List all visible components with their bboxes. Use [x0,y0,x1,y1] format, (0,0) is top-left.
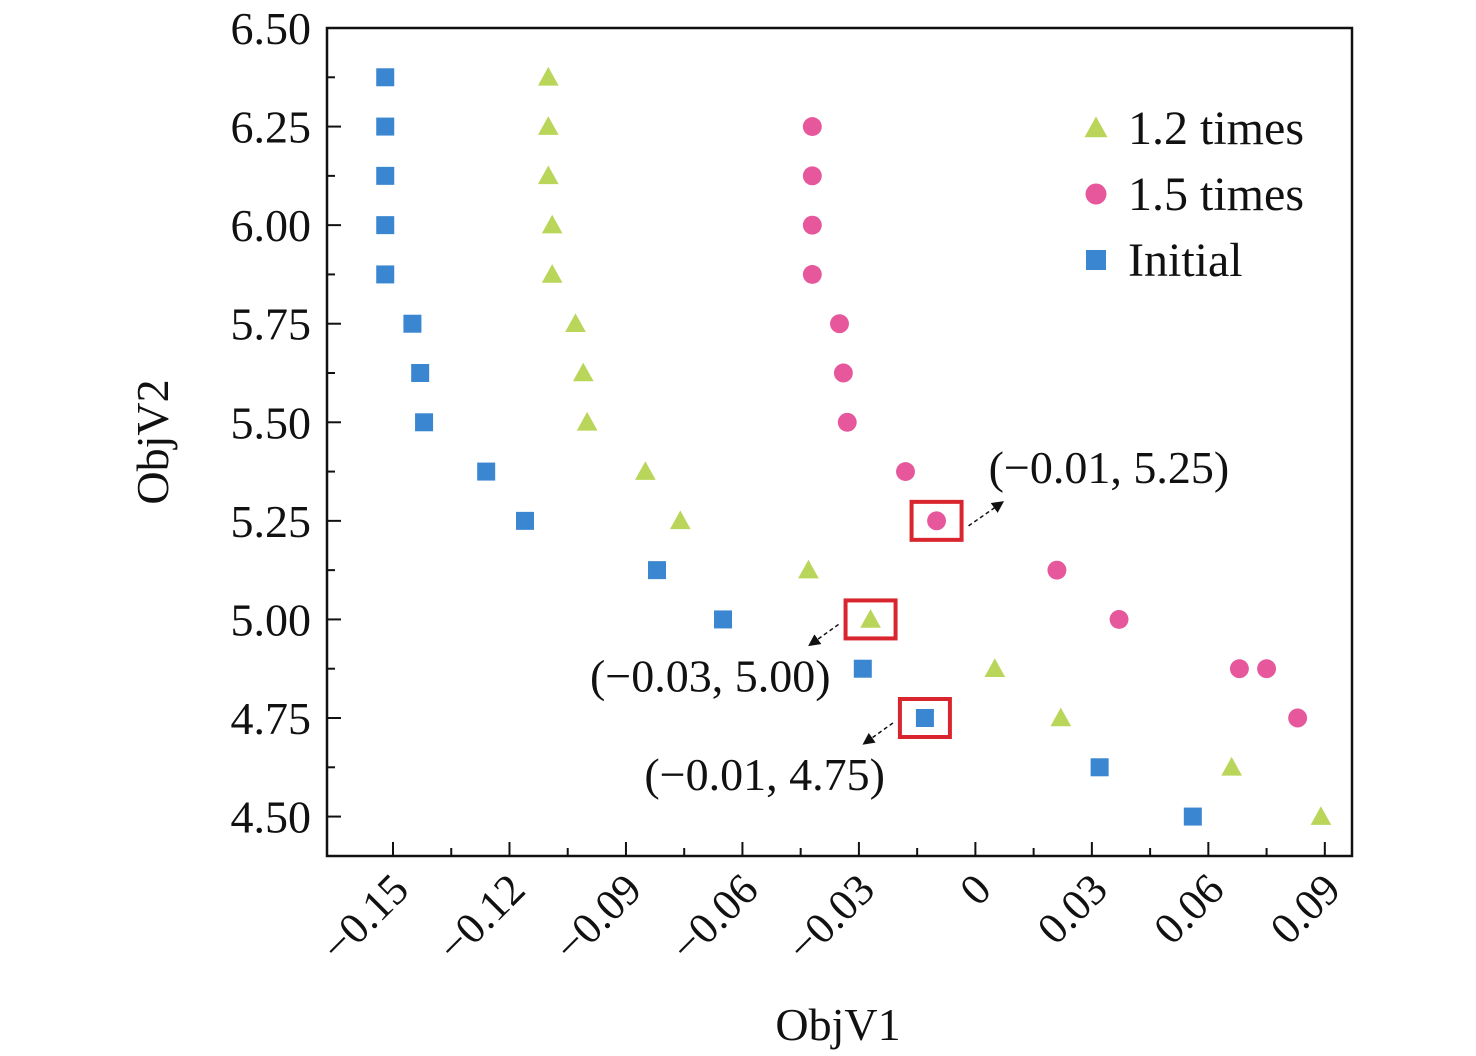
triangle-point [1050,707,1072,727]
circle-point [802,166,822,186]
annotation-arrow [968,501,1005,527]
triangle-point [537,165,559,185]
square-point [714,610,733,629]
legend-marker [1086,250,1106,270]
legend-label: 1.5 times [1128,168,1304,221]
annotation-arrow [862,722,894,745]
y-tick-label: 6.50 [231,3,312,54]
square-point [1183,807,1202,826]
square-point [415,413,434,432]
square-point [648,561,667,580]
x-tick-label: 0 [950,864,1000,914]
x-tick-label: −0.06 [661,864,768,971]
y-tick-label: 4.50 [231,792,312,843]
annotation-label: (−0.01, 4.75) [644,749,885,800]
triangle-point [541,214,563,234]
y-tick-label: 5.50 [231,397,312,448]
triangle-point [572,362,594,382]
circle-point [1288,708,1308,728]
triangle-point [565,313,586,332]
triangle-point [798,559,819,579]
series-circle [802,117,1308,728]
x-tick-label: −0.12 [428,864,535,971]
square-point [1090,758,1109,777]
triangle-point [541,264,563,283]
square-point [915,709,934,727]
triangle-point [576,411,598,431]
circle-point [896,462,915,482]
annotation-label: (−0.03, 5.00) [590,650,831,701]
annotations: (−0.01, 5.25) (−0.03, 5.00) (−0.01, 4.75) [590,442,1229,800]
square-point [411,364,430,382]
x-tick-label: 0.06 [1144,864,1233,953]
circle-point [1109,609,1129,629]
x-tick-label: −0.03 [777,864,884,971]
legend-marker [1085,183,1107,205]
plot-frame [325,26,1354,858]
circle-point [1047,560,1067,580]
highlight-box [897,697,952,739]
highlight-box [909,499,964,542]
x-tick-label: −0.09 [544,864,651,971]
circle-point [802,264,822,284]
highlight-box [843,598,898,641]
square-point [376,117,395,136]
series-square [376,68,1202,826]
annotation-arrow [808,623,839,647]
square-point [853,659,872,678]
data-series [376,66,1332,826]
square-point [376,166,395,185]
y-tick-label: 5.25 [231,496,312,547]
y-tick-label: 4.75 [231,693,312,744]
x-tick-label: −0.15 [311,864,418,971]
x-axis: −0.15 −0.12 −0.09 −0.06 −0.03 0 0.03 0.06 0.09 [311,842,1350,971]
circle-point [1229,659,1249,679]
triangle-point [1310,806,1332,825]
legend-label: Initial [1128,234,1243,287]
circle-point [830,314,849,334]
triangle-point [1221,756,1242,776]
x-tick-label: 0.09 [1261,864,1350,953]
square-point [516,511,535,530]
legend-marker [1084,116,1108,138]
y-axis: 4.50 4.75 5.00 5.25 5.50 5.75 6.00 6.25 6.50 [231,3,341,843]
legend-label: 1.2 times [1128,102,1304,155]
annotation-label: (−0.01, 5.25) [989,442,1230,493]
triangle-point [984,658,1006,677]
square-point [403,314,422,333]
triangle-point [635,461,656,480]
circle-point [927,511,947,531]
x-tick-label: 0.03 [1028,864,1117,953]
square-point [376,68,395,87]
triangle-point [669,510,691,530]
y-tick-label: 6.00 [231,200,312,251]
y-axis-title: ObjV2 [127,379,178,504]
y-tick-label: 5.75 [231,299,312,350]
triangle-point [860,609,881,628]
circle-point [802,117,822,137]
x-axis-title: ObjV1 [775,999,900,1050]
circle-point [802,215,822,235]
circle-point [837,412,857,432]
legend: 1.2 times 1.5 times Initial [1084,102,1304,287]
series-triangle [537,66,1332,825]
y-tick-label: 6.25 [231,102,312,153]
square-point [477,462,496,481]
circle-point [833,363,853,383]
square-point [376,216,395,235]
y-tick-label: 5.00 [231,594,312,645]
circle-point [1257,659,1277,679]
square-point [376,265,395,284]
triangle-point [537,116,559,135]
triangle-point [537,66,559,86]
